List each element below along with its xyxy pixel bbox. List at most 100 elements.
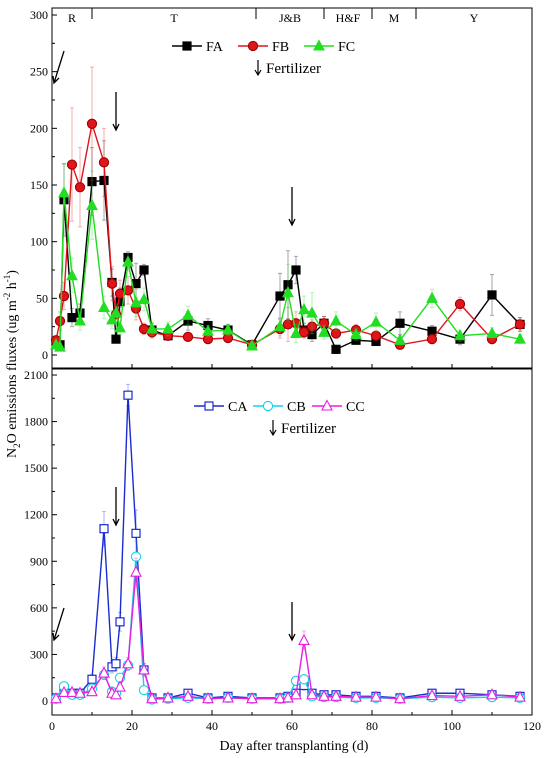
data-point xyxy=(350,690,362,702)
data-point xyxy=(298,327,310,338)
data-point xyxy=(370,330,382,341)
data-point xyxy=(66,685,78,698)
fertilizer-arrow-icon xyxy=(269,420,277,437)
x-tick-label: 40 xyxy=(206,719,218,733)
data-point xyxy=(110,306,122,318)
series-line xyxy=(55,395,521,699)
series-CC xyxy=(50,557,526,704)
data-point xyxy=(67,313,77,323)
y-tick-label: 900 xyxy=(30,554,48,568)
legend-label: CC xyxy=(346,400,365,415)
legend-marker xyxy=(247,40,259,52)
data-point xyxy=(98,157,110,168)
data-point xyxy=(454,329,466,341)
y-tick-label: 0 xyxy=(42,694,48,708)
data-point xyxy=(66,159,78,170)
data-point xyxy=(370,690,382,702)
legend: CA CB CC xyxy=(194,399,365,415)
y-tick-label: 200 xyxy=(30,121,48,135)
y-tick-label: 300 xyxy=(30,647,48,661)
x-tick-label: 100 xyxy=(443,719,461,733)
data-point xyxy=(514,319,526,330)
y-tick-label: 100 xyxy=(30,235,48,249)
x-tick-label: 80 xyxy=(366,719,378,733)
data-point xyxy=(50,691,62,704)
legend-label: CA xyxy=(228,400,248,415)
y-axis-label: N2O emissions fluxes (ug m-2 h-1) xyxy=(2,270,22,458)
data-point xyxy=(222,691,234,703)
fertilizer-arrow xyxy=(112,92,120,132)
data-point xyxy=(274,691,286,704)
data-point xyxy=(290,688,302,700)
data-point xyxy=(122,657,134,669)
data-point xyxy=(111,659,121,669)
data-point xyxy=(138,684,150,696)
stage-label: J&B xyxy=(279,11,301,25)
bottom-panel: 0 300 600 900 1200 1500 1800 2100 0 20 40 60 80 100 12… xyxy=(24,367,541,733)
data-point xyxy=(306,306,318,318)
data-point xyxy=(98,300,110,312)
data-point xyxy=(202,691,214,704)
fertilizer-arrow xyxy=(288,187,296,227)
y-tick-label: 1800 xyxy=(24,415,48,429)
data-point xyxy=(395,318,405,328)
data-point xyxy=(122,285,134,296)
data-point xyxy=(426,688,438,701)
fertilizer-legend-label: Fertilizer xyxy=(266,61,321,77)
data-point xyxy=(99,524,109,534)
stage-label: R xyxy=(68,11,76,25)
data-point xyxy=(426,291,438,303)
data-point xyxy=(110,688,122,700)
data-point xyxy=(162,691,174,703)
data-point xyxy=(114,321,126,333)
data-point xyxy=(274,319,286,332)
x-tick-label: 120 xyxy=(523,719,541,733)
x-tick-label: 60 xyxy=(286,719,298,733)
data-point xyxy=(122,255,134,267)
data-point xyxy=(106,278,118,289)
data-point xyxy=(298,633,310,646)
data-point xyxy=(86,118,98,129)
data-point xyxy=(87,177,97,187)
data-point xyxy=(130,551,142,562)
fertilizer-arrow xyxy=(52,607,65,642)
data-point xyxy=(111,334,121,344)
data-point xyxy=(330,314,342,326)
y-tick-label: 0 xyxy=(42,348,48,362)
stage-label: H&F xyxy=(336,11,361,25)
data-point xyxy=(487,290,497,300)
data-point xyxy=(306,688,318,700)
data-point xyxy=(282,691,294,703)
data-point xyxy=(138,292,150,305)
data-point xyxy=(306,321,318,332)
legend-label: FC xyxy=(338,40,355,55)
fertilizer-arrow xyxy=(112,487,120,527)
data-point xyxy=(99,175,109,186)
data-point xyxy=(202,324,214,336)
legend: FA FB FC xyxy=(172,39,355,55)
data-point xyxy=(74,686,86,698)
data-point xyxy=(454,298,466,310)
series-line xyxy=(55,556,521,701)
y-tick-label: 1200 xyxy=(24,508,48,522)
data-point xyxy=(222,323,234,335)
legend-label: CB xyxy=(287,400,306,415)
data-point xyxy=(106,313,118,325)
fertilizer-arrow-icon xyxy=(254,60,262,77)
data-point xyxy=(123,390,133,400)
data-point xyxy=(87,674,97,684)
data-point xyxy=(130,296,142,308)
data-point xyxy=(86,685,98,697)
data-point xyxy=(246,691,258,704)
fertilizer-arrow xyxy=(52,50,65,85)
data-point xyxy=(54,340,66,352)
legend-marker xyxy=(313,39,325,51)
data-point xyxy=(130,565,142,577)
data-point xyxy=(131,528,141,538)
data-point xyxy=(182,331,194,343)
data-point xyxy=(74,314,86,326)
data-point xyxy=(298,302,310,315)
legend-marker xyxy=(182,41,192,51)
data-point xyxy=(66,268,78,281)
data-point xyxy=(146,322,158,334)
